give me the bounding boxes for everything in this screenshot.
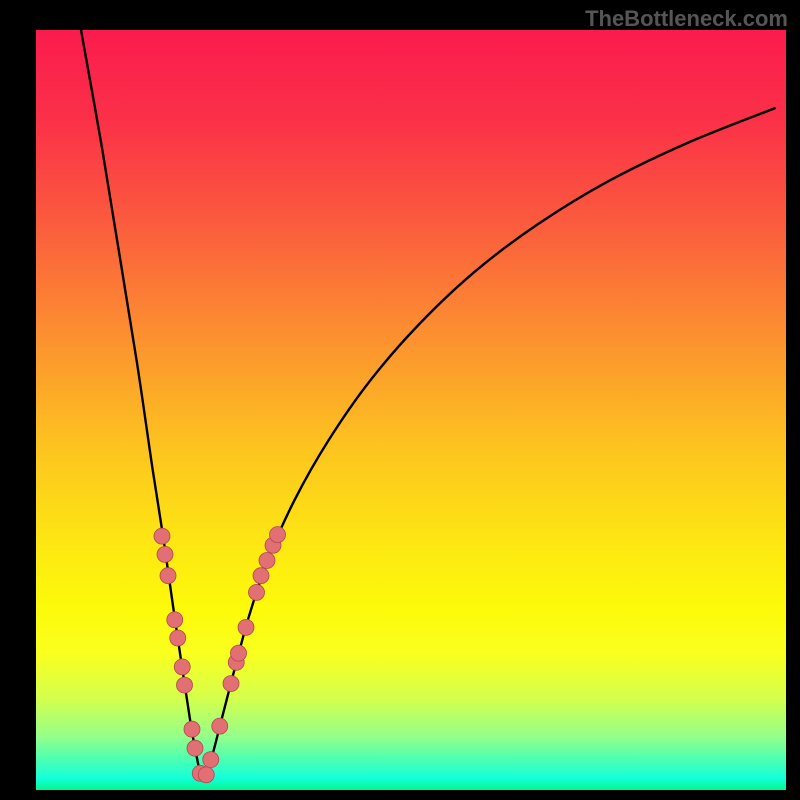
- bottleneck-chart: [0, 0, 800, 800]
- data-marker: [170, 630, 186, 646]
- data-marker: [238, 619, 254, 635]
- data-marker: [184, 721, 200, 737]
- plot-background: [36, 30, 786, 790]
- data-marker: [198, 767, 214, 783]
- data-marker: [154, 528, 170, 544]
- data-marker: [203, 752, 219, 768]
- data-marker: [223, 676, 239, 692]
- data-marker: [231, 645, 247, 661]
- data-marker: [157, 546, 173, 562]
- data-marker: [177, 677, 193, 693]
- data-marker: [259, 552, 275, 568]
- data-marker: [187, 740, 203, 756]
- data-marker: [212, 718, 228, 734]
- data-marker: [270, 527, 286, 543]
- data-marker: [249, 584, 265, 600]
- data-marker: [253, 568, 269, 584]
- data-marker: [160, 568, 176, 584]
- data-marker: [167, 612, 183, 628]
- data-marker: [174, 659, 190, 675]
- chart-container: TheBottleneck.com: [0, 0, 800, 800]
- watermark-text: TheBottleneck.com: [585, 6, 788, 32]
